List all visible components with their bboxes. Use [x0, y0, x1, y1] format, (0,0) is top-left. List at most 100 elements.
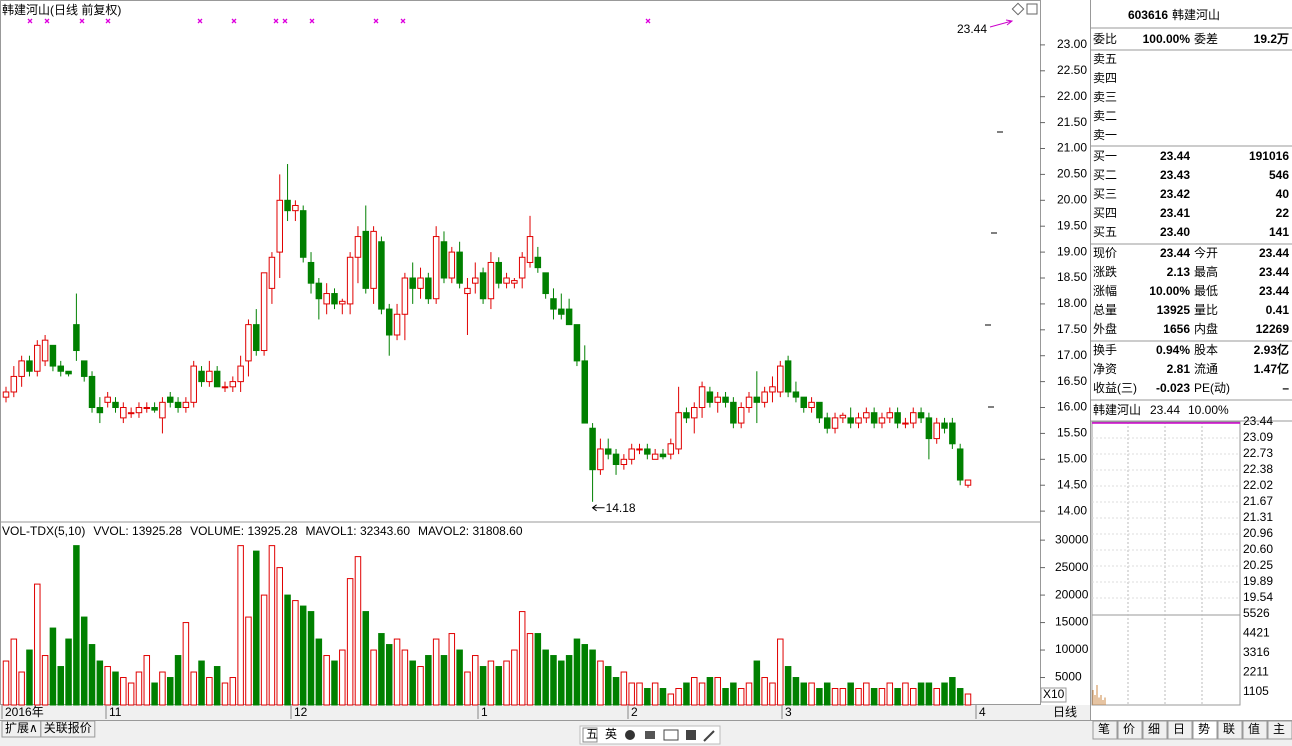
- side-tab[interactable]: 价: [1123, 722, 1135, 736]
- intraday-price-tick: 22.73: [1243, 446, 1273, 460]
- volume-bar: [237, 545, 244, 706]
- candle-body: [823, 417, 831, 429]
- row-value: 23.44: [1259, 284, 1289, 298]
- volume-bar: [182, 622, 190, 706]
- x-tick-label: 2: [631, 705, 638, 719]
- candle-body: [198, 370, 205, 383]
- side-tab[interactable]: 联: [1223, 722, 1235, 736]
- toolbar-label[interactable]: 五: [586, 727, 598, 741]
- side-tab[interactable]: 值: [1248, 721, 1260, 736]
- candle-body: [534, 256, 542, 269]
- side-tab[interactable]: 主: [1273, 722, 1285, 736]
- candle-body: [816, 401, 823, 419]
- tab[interactable]: 关联报价: [44, 720, 92, 735]
- intraday-volume-tick: 3316: [1243, 645, 1270, 659]
- toolbar-icon[interactable]: [686, 730, 696, 740]
- volume-bar: [784, 666, 792, 706]
- side-tab[interactable]: 笔: [1098, 721, 1110, 736]
- toolbar-icon[interactable]: [703, 730, 715, 742]
- x-tick-label: 11: [109, 705, 122, 719]
- bid-volume: 546: [1269, 168, 1289, 182]
- y-tick-label: 16.00: [1057, 400, 1087, 414]
- volume-bar: [2, 660, 10, 706]
- intraday-price-tick: 23.44: [1243, 414, 1273, 428]
- candle-body: [385, 308, 393, 336]
- y-tick-label: 20.50: [1057, 167, 1087, 181]
- vol-tick-label: 30000: [1055, 532, 1089, 546]
- volume-bar: [276, 567, 283, 706]
- candle-body: [65, 370, 72, 375]
- volume-legend: VOL-TDX(5,10): [2, 524, 85, 538]
- y-tick-label: 16.50: [1057, 374, 1087, 388]
- volume-bar: [120, 677, 127, 706]
- toolbar-icon[interactable]: [625, 730, 635, 740]
- volume-bar: [597, 660, 604, 706]
- bid-label: 买三: [1093, 187, 1117, 201]
- volume-bar: [245, 616, 252, 706]
- volume-bar: [753, 660, 761, 706]
- row-value: 13925: [1157, 303, 1191, 317]
- candle-body: [229, 381, 237, 388]
- candle-body: [49, 344, 57, 367]
- candle-body: [698, 386, 706, 409]
- volume-bar: [565, 655, 573, 706]
- candle-body: [401, 277, 409, 315]
- volume-bar: [221, 682, 229, 706]
- side-tab[interactable]: 势: [1198, 722, 1210, 736]
- ask-label: 卖五: [1093, 52, 1117, 66]
- volume-bar: [34, 583, 41, 706]
- intraday-price-tick: 20.25: [1243, 558, 1273, 572]
- candle-body: [440, 241, 448, 279]
- candle-body: [120, 407, 127, 419]
- toolbar-icon[interactable]: [663, 729, 679, 741]
- volume-bar: [378, 633, 385, 706]
- row-label: 最高: [1194, 264, 1218, 279]
- intraday-volume-tick: 1105: [1243, 684, 1269, 698]
- toolbar-icon[interactable]: [645, 731, 655, 739]
- volume-bar: [503, 660, 510, 706]
- candle-body: [190, 365, 197, 403]
- candle-body: [565, 308, 573, 326]
- event-marker: [400, 18, 406, 24]
- volume-bar: [464, 671, 471, 706]
- volume-bar: [526, 633, 534, 706]
- candle-body: [691, 407, 698, 419]
- event-marker: [197, 18, 203, 24]
- row-label: PE(动): [1194, 381, 1230, 395]
- row-value: 1.47亿: [1254, 361, 1289, 376]
- candle-body: [847, 417, 854, 424]
- volume-bar: [10, 638, 18, 706]
- volume-bar: [636, 682, 643, 706]
- toolbar-label[interactable]: 英: [605, 727, 617, 741]
- volume-bar: [440, 655, 448, 706]
- candle-body: [299, 210, 307, 258]
- icon-diamond[interactable]: [1011, 2, 1025, 16]
- candle-body: [425, 277, 432, 300]
- volume-bar: [432, 638, 440, 706]
- side-tab-border: [1167, 720, 1193, 740]
- icon-window[interactable]: [1026, 3, 1038, 15]
- candle-body: [260, 272, 268, 352]
- chart-title: 韩建河山(日线 前复权): [2, 2, 121, 17]
- volume-bar: [651, 682, 659, 706]
- volume-bar: [315, 638, 323, 706]
- tab[interactable]: 扩展∧: [5, 721, 38, 735]
- intraday-change: 10.00%: [1188, 403, 1229, 417]
- row-value: 0.41: [1266, 303, 1290, 317]
- event-marker: [79, 18, 85, 24]
- bid-volume: 40: [1276, 187, 1290, 201]
- side-tab[interactable]: 日: [1173, 722, 1185, 736]
- volume-legend: MAVOL2: 31808.60: [418, 524, 523, 538]
- side-tab[interactable]: 细: [1148, 722, 1160, 736]
- event-marker: [27, 18, 33, 24]
- candle-body: [675, 412, 682, 450]
- row-value: 2.81: [1167, 362, 1191, 376]
- candle-body: [777, 365, 784, 393]
- y-tick-label: 15.50: [1057, 426, 1087, 440]
- volume-bar: [722, 688, 729, 706]
- volume-bar: [628, 682, 635, 706]
- volume-bar: [73, 545, 80, 706]
- candle-body: [339, 300, 346, 305]
- period-label[interactable]: 日线: [1053, 705, 1077, 719]
- toolbar-box[interactable]: [582, 727, 598, 743]
